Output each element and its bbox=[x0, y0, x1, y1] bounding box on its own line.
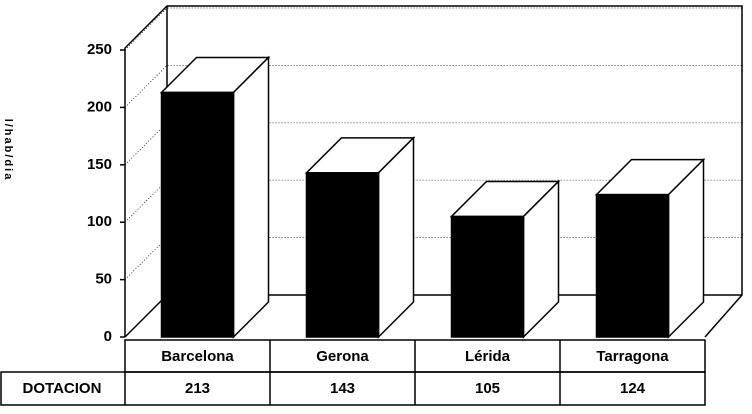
y-tick-label: 200 bbox=[87, 98, 112, 115]
x-tick-label: Gerona bbox=[316, 348, 369, 365]
floor-left bbox=[124, 294, 168, 338]
y-tick-label: 100 bbox=[87, 213, 112, 230]
y-tick-label: 250 bbox=[87, 41, 112, 58]
bar-side bbox=[232, 55, 270, 339]
series-name: DOTACION bbox=[23, 380, 102, 397]
y-tick-label: 50 bbox=[95, 271, 112, 288]
grid-line bbox=[124, 7, 742, 51]
table-row bbox=[0, 371, 706, 406]
x-tick-label: Barcelona bbox=[161, 348, 234, 365]
bar bbox=[305, 172, 380, 338]
x-tick-label: Tarragona bbox=[596, 348, 669, 365]
y-axis-label: l/hab/dia bbox=[2, 119, 14, 182]
y-tick-label: 0 bbox=[104, 328, 112, 345]
bar bbox=[160, 91, 235, 338]
y-tick-label: 150 bbox=[87, 156, 112, 173]
table-value: 143 bbox=[330, 380, 355, 397]
wall-outline bbox=[124, 5, 743, 338]
x-tick-label: Lérida bbox=[465, 348, 511, 365]
bar bbox=[595, 193, 670, 338]
bar-side bbox=[377, 136, 415, 339]
bar bbox=[450, 215, 525, 338]
table-value: 105 bbox=[475, 380, 500, 397]
table-value: 213 bbox=[185, 380, 210, 397]
table-value: 124 bbox=[620, 380, 646, 397]
